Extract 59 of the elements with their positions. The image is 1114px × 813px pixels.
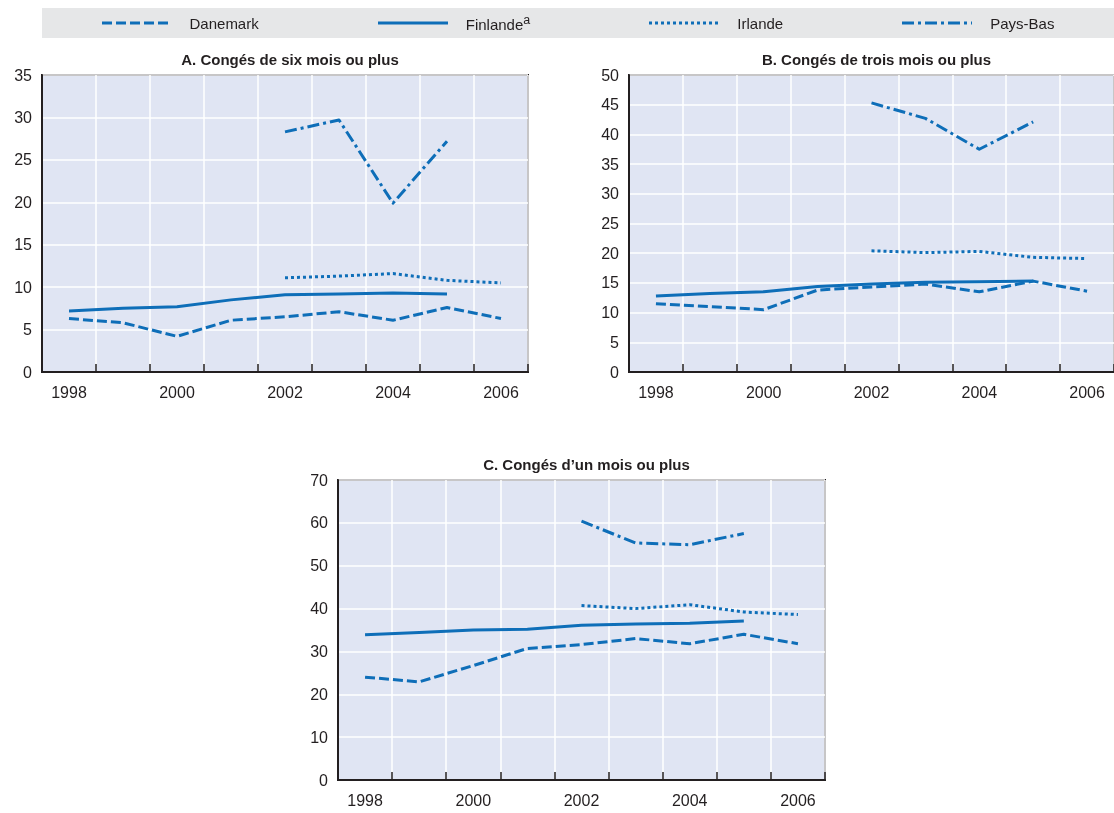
line-series <box>870 101 1035 151</box>
y-tick-label: 20 <box>310 685 329 703</box>
line-series <box>363 619 746 637</box>
y-tick-label: 50 <box>310 557 329 575</box>
x-tick-label: 2000 <box>159 383 195 401</box>
y-tick-label: 70 <box>310 471 329 489</box>
y-tick-label: 0 <box>23 363 33 381</box>
legend-label: Pays-Bas <box>990 14 1055 32</box>
y-tick-label: 35 <box>14 66 33 84</box>
y-tick-label: 25 <box>14 151 33 169</box>
x-tick-label: 1998 <box>638 383 674 401</box>
y-tick-label: 20 <box>601 244 620 262</box>
y-tick-label: 10 <box>14 278 33 296</box>
x-tick-label: 2000 <box>455 791 492 809</box>
y-tick-label: 45 <box>601 96 620 114</box>
x-tick-label: 1998 <box>347 791 383 809</box>
x-tick-label: 2002 <box>267 383 303 401</box>
y-tick-label: 60 <box>310 514 329 532</box>
y-tick-label: 5 <box>23 321 33 339</box>
legend-label: Irlande <box>737 14 784 32</box>
chart-title: C. Congés d’un mois ou plus <box>483 456 690 473</box>
chart-title: A. Congés de six mois ou plus <box>181 51 399 68</box>
line-series <box>283 272 503 285</box>
x-tick-label: 2004 <box>671 791 708 809</box>
y-tick-label: 15 <box>14 236 33 254</box>
y-tick-label: 35 <box>601 155 620 173</box>
line-series <box>283 118 449 205</box>
line-series <box>363 632 800 684</box>
x-tick-label: 2004 <box>375 383 411 401</box>
y-tick-label: 30 <box>601 185 620 203</box>
x-tick-label: 2002 <box>853 383 890 401</box>
x-tick-label: 2000 <box>745 383 782 401</box>
line-series <box>654 279 1089 312</box>
line-series <box>580 603 800 617</box>
y-tick-label: 30 <box>310 642 329 660</box>
x-tick-label: 2006 <box>780 791 816 809</box>
y-tick-label: 40 <box>310 600 329 618</box>
y-tick-label: 0 <box>610 363 620 381</box>
line-series <box>67 291 449 313</box>
y-tick-label: 40 <box>601 125 620 143</box>
chart-title: B. Congés de trois mois ou plus <box>761 51 992 68</box>
x-tick-label: 2006 <box>483 383 519 401</box>
legend-label: Danemark <box>189 14 259 32</box>
line-series <box>67 306 503 338</box>
x-tick-label: 2004 <box>961 383 998 401</box>
y-tick-label: 0 <box>319 771 329 789</box>
x-tick-label: 2002 <box>563 791 600 809</box>
y-tick-label: 50 <box>601 66 620 84</box>
y-tick-label: 15 <box>601 274 620 292</box>
legend-label: Finlande$^{a}$ <box>465 13 531 33</box>
y-tick-label: 30 <box>14 108 33 126</box>
y-tick-label: 5 <box>610 333 620 351</box>
line-series <box>580 519 746 547</box>
y-tick-label: 25 <box>601 215 620 232</box>
y-tick-label: 10 <box>310 728 329 746</box>
x-tick-label: 2006 <box>1069 383 1105 401</box>
x-tick-label: 1998 <box>51 383 87 401</box>
y-tick-label: 20 <box>14 193 33 211</box>
y-tick-label: 10 <box>601 304 620 322</box>
